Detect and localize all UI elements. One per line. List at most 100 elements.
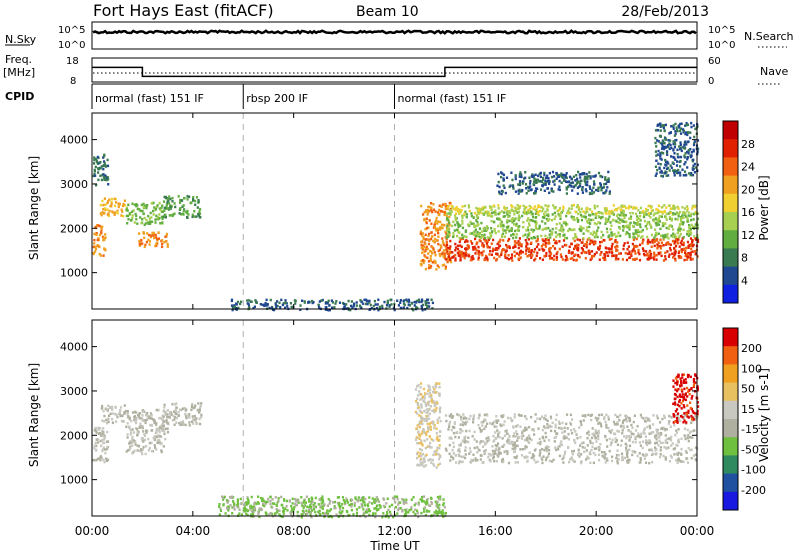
- scatter-cell: [690, 242, 693, 246]
- scatter-cell: [233, 305, 237, 309]
- scatter-cell: [565, 188, 568, 191]
- scatter-cell: [427, 266, 430, 270]
- scatter-cell: [93, 232, 96, 236]
- scatter-cell: [560, 227, 563, 230]
- scatter-cell: [562, 456, 566, 459]
- scatter-cell: [689, 227, 692, 231]
- scatter-cell: [155, 423, 158, 426]
- scatter-cell: [683, 163, 686, 166]
- scatter-cell: [95, 233, 98, 237]
- scatter-cell: [598, 458, 601, 462]
- scatter-cell: [676, 383, 679, 386]
- scatter-cell: [674, 257, 677, 261]
- scatter-cell: [659, 227, 662, 231]
- scatter-cell: [595, 440, 598, 443]
- scatter-cell: [550, 425, 553, 428]
- scatter-cell: [362, 508, 365, 511]
- scatter-cell: [219, 507, 222, 510]
- noise-left-tick-bottom: 10^0: [58, 40, 85, 51]
- scatter-cell: [575, 235, 578, 239]
- scatter-cell: [589, 232, 592, 235]
- scatter-cell: [614, 440, 617, 444]
- scatter-cell: [628, 217, 631, 220]
- scatter-cell: [687, 140, 690, 143]
- scatter-cell: [508, 434, 511, 437]
- scatter-cell: [461, 236, 464, 239]
- scatter-cell: [686, 390, 690, 393]
- scatter-cell: [580, 218, 584, 222]
- scatter-cell: [150, 414, 153, 417]
- scatter-cell: [513, 415, 516, 419]
- scatter-cell: [561, 245, 564, 248]
- scatter-cell: [126, 422, 129, 425]
- scatter-cell: [677, 374, 680, 377]
- scatter-cell: [484, 449, 487, 452]
- scatter-cell: [623, 220, 626, 223]
- scatter-cell: [352, 304, 355, 308]
- scatter-cell: [370, 307, 373, 310]
- scatter-cell: [424, 238, 427, 241]
- scatter-cell: [431, 210, 434, 214]
- scatter-cell: [152, 436, 155, 440]
- scatter-cell: [498, 192, 501, 195]
- scatter-cell: [444, 511, 447, 515]
- scatter-cell: [553, 175, 556, 178]
- scatter-cell: [604, 420, 607, 424]
- scatter-cell: [623, 242, 626, 245]
- scatter-cell: [676, 242, 679, 245]
- scatter-cell: [430, 446, 433, 449]
- scatter-cell: [521, 182, 524, 185]
- scatter-cell: [606, 458, 609, 461]
- scatter-cell: [664, 257, 667, 261]
- scatter-cell: [426, 430, 429, 433]
- scatter-cell: [191, 415, 194, 418]
- scatter-cell: [95, 444, 98, 448]
- scatter-cell: [686, 375, 690, 379]
- scatter-cell: [481, 445, 485, 448]
- scatter-cell: [575, 205, 578, 209]
- scatter-cell: [240, 300, 243, 304]
- scatter-cell: [424, 464, 427, 467]
- scatter-cell: [479, 458, 482, 461]
- scatter-cell: [672, 228, 675, 231]
- scatter-cell: [668, 169, 671, 172]
- scatter-cell: [503, 434, 506, 438]
- scatter-cell: [462, 413, 465, 416]
- scatter-cell: [145, 445, 148, 448]
- scatter-cell: [614, 245, 617, 249]
- scatter-cell: [500, 220, 503, 224]
- scatter-cell: [143, 204, 146, 208]
- scatter-cell: [596, 419, 599, 422]
- scatter-cell: [525, 249, 528, 252]
- scatter-cell: [422, 461, 425, 464]
- scatter-cell: [533, 247, 537, 251]
- scatter-cell: [483, 233, 486, 237]
- scatter-cell: [619, 413, 622, 417]
- scatter-cell: [166, 415, 169, 419]
- scatter-cell: [99, 427, 102, 430]
- scatter-cell: [436, 220, 439, 223]
- scatter-cell: [139, 243, 142, 246]
- scatter-cell: [431, 409, 434, 413]
- scatter-cell: [110, 407, 113, 411]
- scatter-cell: [98, 432, 101, 435]
- scatter-cell: [658, 252, 661, 256]
- scatter-cell: [693, 205, 696, 208]
- scatter-cell: [639, 214, 642, 218]
- scatter-cell: [447, 257, 450, 260]
- scatter-cell: [416, 442, 419, 445]
- scatter-cell: [669, 454, 672, 458]
- scatter-cell: [605, 189, 608, 192]
- scatter-cell: [644, 461, 648, 464]
- scatter-cell: [439, 406, 442, 409]
- noise-trace: [92, 29, 697, 35]
- scatter-cell: [639, 225, 642, 229]
- scatter-cell: [475, 233, 478, 236]
- scatter-cell: [426, 256, 429, 260]
- scatter-cell: [498, 244, 502, 248]
- scatter-cell: [483, 451, 487, 455]
- scatter-cell: [607, 217, 610, 221]
- scatter-cell: [530, 213, 533, 216]
- scatter-cell: [593, 253, 596, 256]
- scatter-cell: [606, 230, 609, 234]
